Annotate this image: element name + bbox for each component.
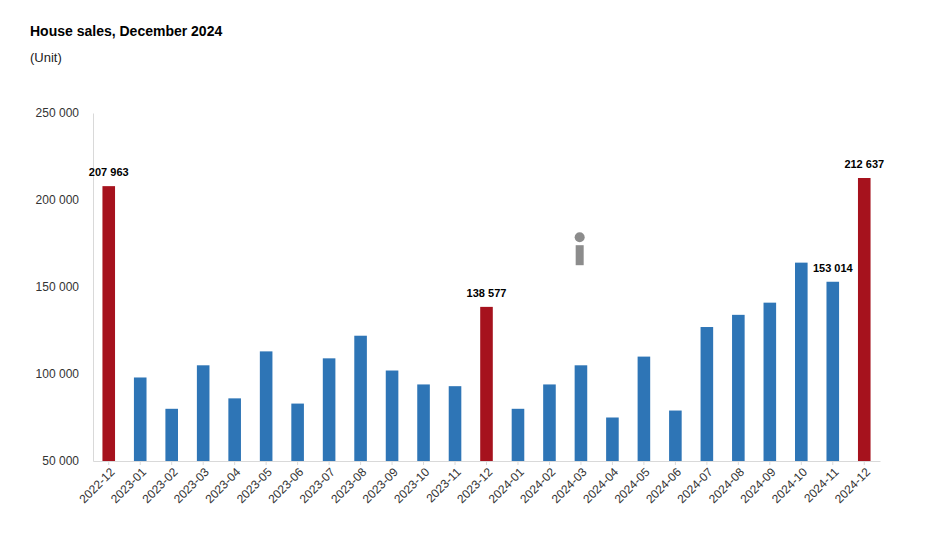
bar [386, 371, 399, 461]
bar [543, 384, 556, 461]
x-tick-mark [171, 461, 172, 465]
x-tick-mark [455, 461, 456, 465]
bar [134, 377, 147, 461]
data-label: 138 577 [467, 287, 507, 299]
plot: 50 000 100 000 150 000 200 000 250 000 2022-1… [36, 106, 885, 506]
x-axis: 2022-122023-012023-022023-032023-042023-… [76, 461, 880, 506]
bar [826, 282, 839, 461]
x-tick-mark [580, 461, 581, 465]
x-tick-mark [738, 461, 739, 465]
y-tick-label: 100 000 [36, 367, 80, 381]
x-tick-mark [329, 461, 330, 465]
x-tick-mark [832, 461, 833, 465]
y-tick: 250 000 [36, 106, 93, 120]
x-tick-label: 2024-12 [832, 465, 873, 506]
title: House sales, December 2024 [30, 23, 222, 39]
bar [638, 357, 651, 461]
x-tick-mark [801, 461, 802, 465]
bars [102, 178, 870, 461]
info-icon-stem [576, 245, 584, 265]
y-tick: 150 000 [36, 280, 93, 294]
bar [165, 409, 178, 461]
x-tick-mark [612, 461, 613, 465]
bar [228, 398, 241, 461]
bar [701, 327, 714, 461]
x-tick-mark [108, 461, 109, 465]
x-tick-mark [392, 461, 393, 465]
y-tick-label: 250 000 [36, 106, 80, 120]
bar [480, 307, 493, 461]
data-label: 153 014 [813, 262, 854, 274]
x-tick-mark [140, 461, 141, 465]
x-tick-mark [360, 461, 361, 465]
chart: House sales, December 2024 (Unit) 50 000 10… [0, 0, 925, 550]
bar [669, 411, 682, 461]
bar [858, 178, 871, 461]
bar [354, 336, 367, 461]
bar [449, 386, 462, 461]
y-tick: 50 000 [42, 454, 93, 468]
bar [323, 358, 336, 461]
x-tick-mark [266, 461, 267, 465]
x-tick-mark [864, 461, 865, 465]
bar [606, 418, 619, 462]
x-tick-mark [675, 461, 676, 465]
subtitle: (Unit) [30, 50, 62, 65]
y-tick: 100 000 [36, 367, 93, 381]
bar [197, 365, 210, 461]
bar [102, 186, 115, 461]
bar [795, 263, 808, 461]
y-tick: 200 000 [36, 193, 93, 207]
x-tick-mark [549, 461, 550, 465]
x-tick-mark [203, 461, 204, 465]
bar [260, 351, 273, 461]
data-labels: 207 963 138 577 153 014 212 637 [89, 158, 884, 299]
x-tick-mark [706, 461, 707, 465]
x-tick-mark [643, 461, 644, 465]
bar [417, 384, 430, 461]
bar [575, 365, 588, 461]
x-tick-mark [517, 461, 518, 465]
x-tick-mark [486, 461, 487, 465]
x-tick-mark [769, 461, 770, 465]
x-tick-mark [423, 461, 424, 465]
info-icon [575, 232, 585, 265]
y-tick-label: 50 000 [42, 454, 79, 468]
bar [291, 404, 304, 461]
bar [512, 409, 525, 461]
x-tick-mark [297, 461, 298, 465]
y-tick-label: 200 000 [36, 193, 80, 207]
data-label: 212 637 [844, 158, 884, 170]
info-icon-dot [575, 232, 585, 242]
y-axis: 50 000 100 000 150 000 200 000 250 000 [36, 106, 94, 468]
bar [732, 315, 745, 461]
data-label: 207 963 [89, 166, 129, 178]
x-tick: 2024-12 [832, 461, 873, 506]
y-tick-label: 150 000 [36, 280, 80, 294]
bar [764, 303, 777, 461]
x-tick-mark [234, 461, 235, 465]
